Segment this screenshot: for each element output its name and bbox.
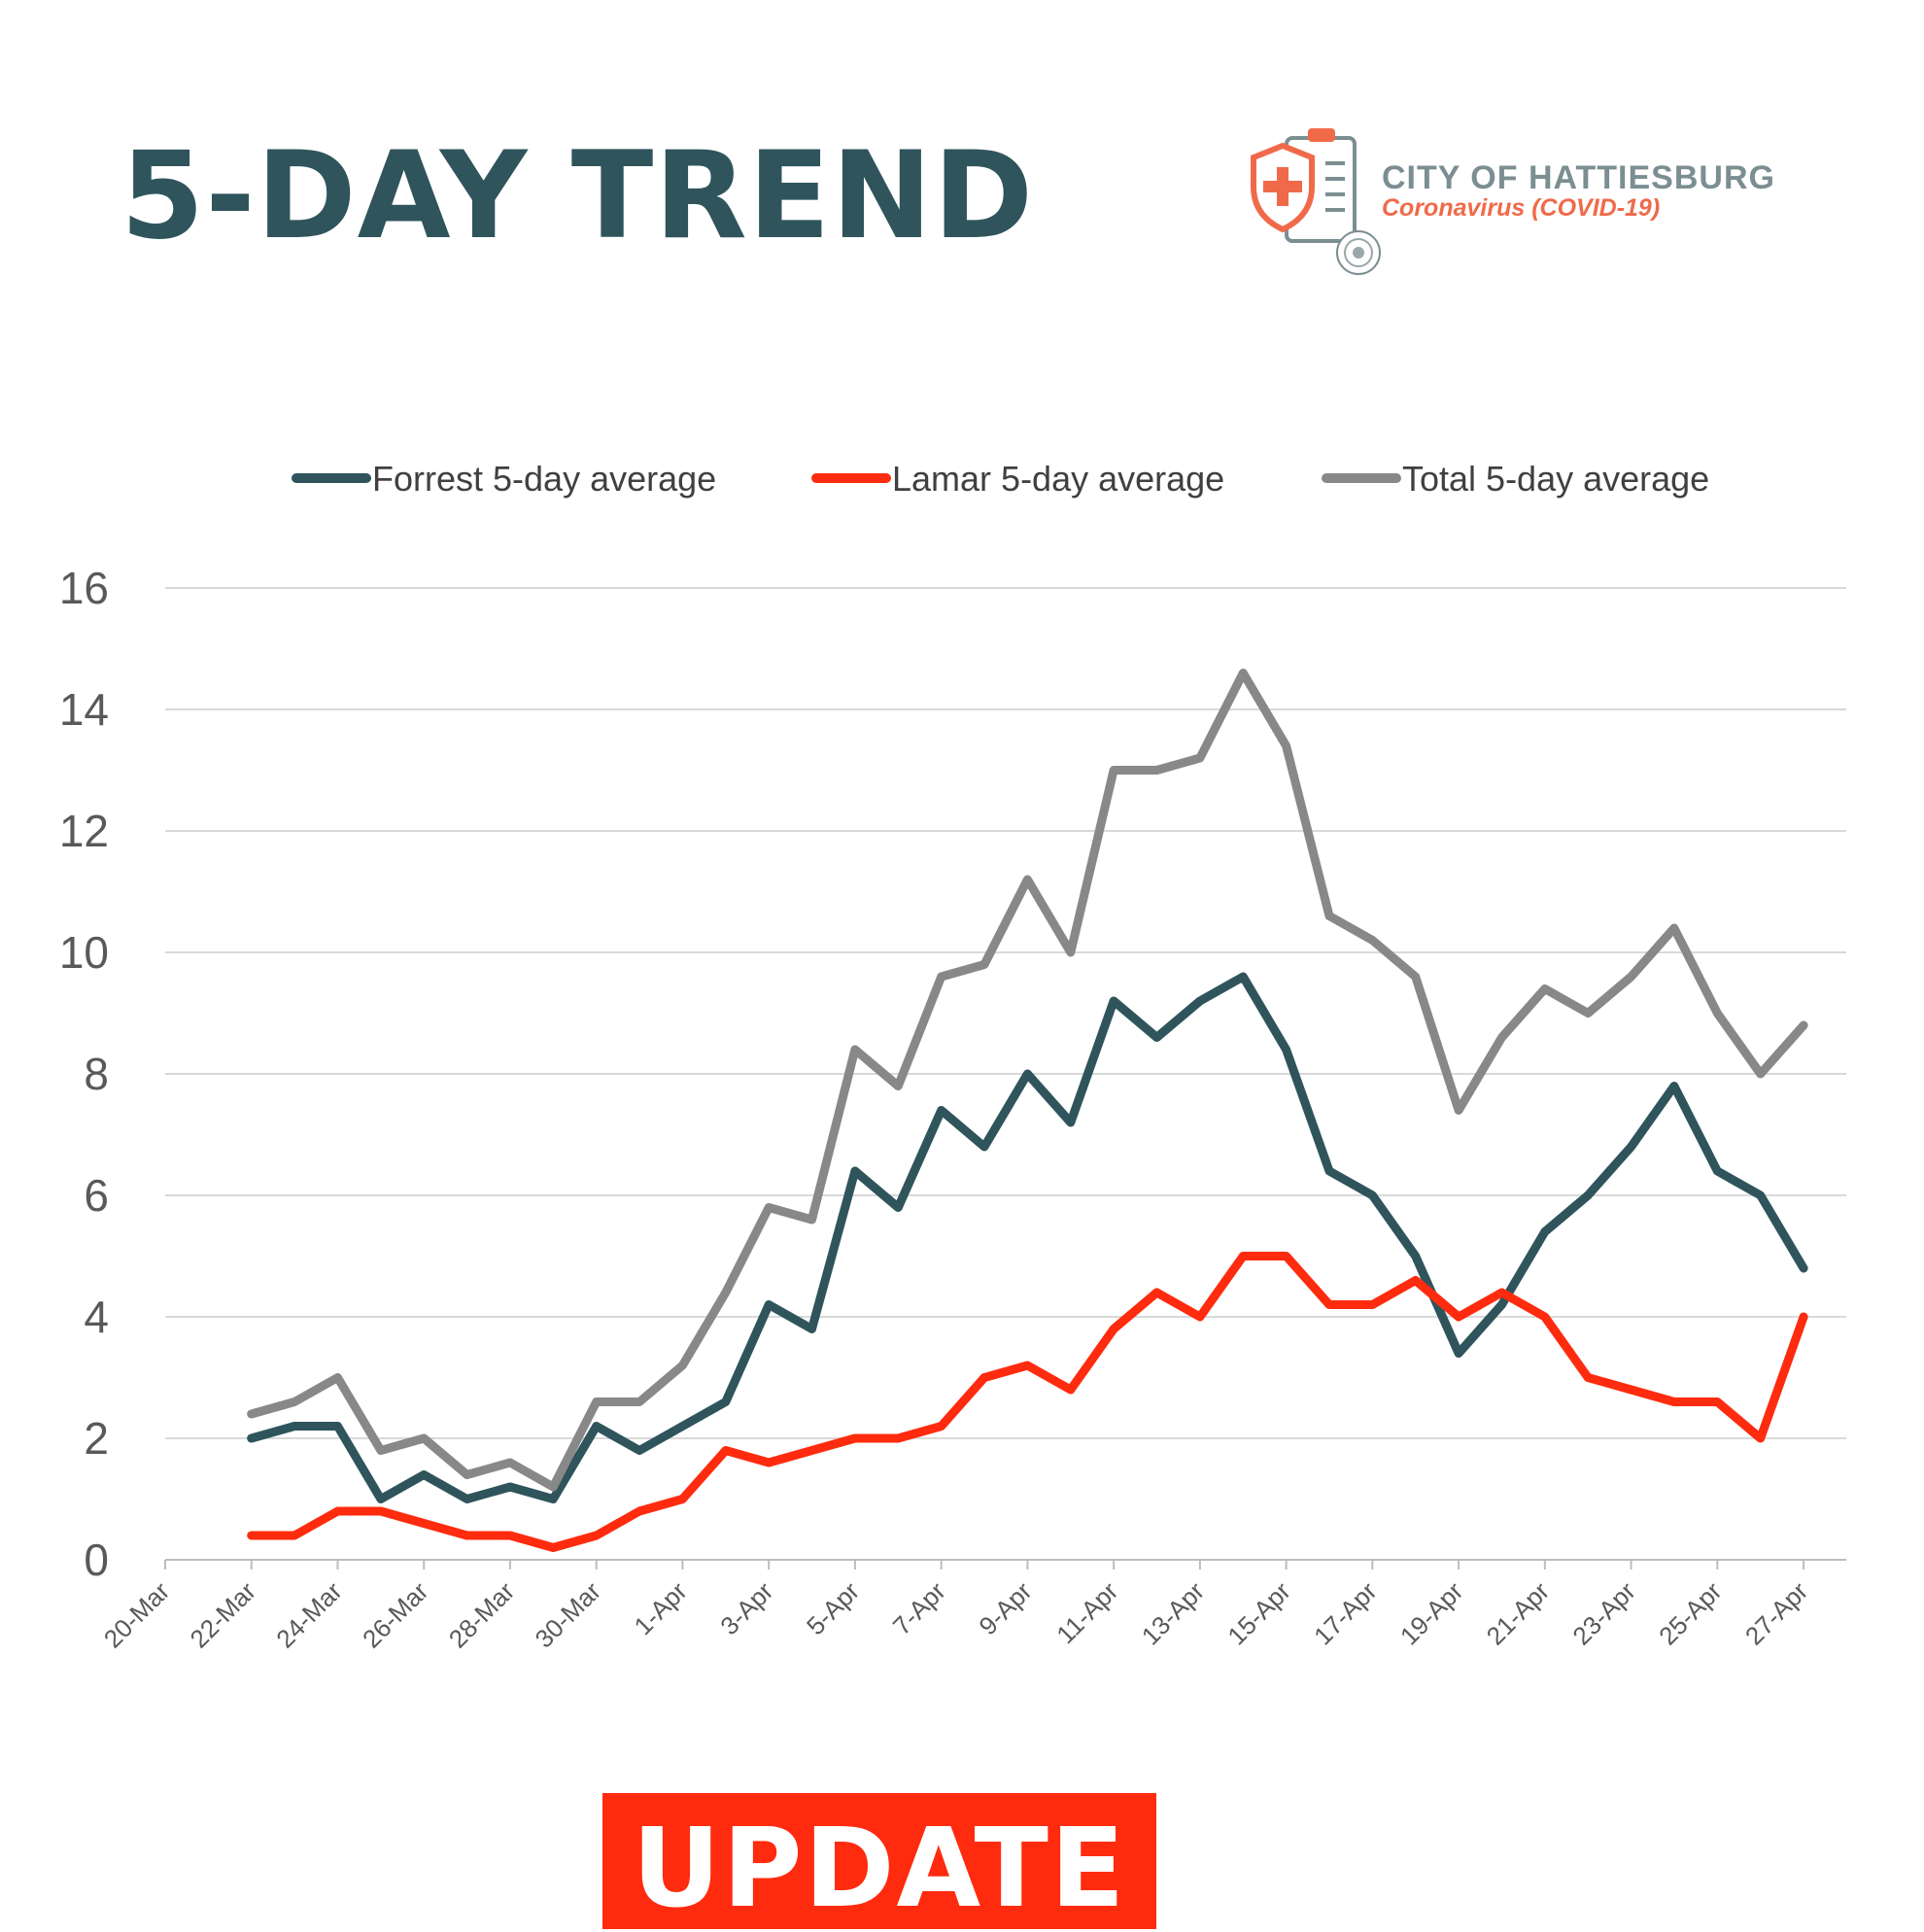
- logo-name: CITY OF HATTIESBURG: [1382, 159, 1775, 196]
- legend-label: Lamar 5-day average: [892, 459, 1224, 499]
- y-axis-ticks: 0 2 4 6 8 10 12 14 16: [59, 563, 109, 1585]
- x-tick-label: 11-Apr: [1050, 1576, 1123, 1649]
- y-tick-label: 10: [59, 927, 109, 978]
- logo-subtitle: Coronavirus (COVID-19): [1382, 194, 1661, 222]
- x-tick-label: 26-Mar: [357, 1576, 434, 1654]
- x-tick-label: 24-Mar: [270, 1576, 348, 1654]
- x-tick-label: 1-Apr: [629, 1576, 693, 1640]
- y-tick-label: 6: [84, 1170, 109, 1221]
- y-tick-label: 8: [84, 1049, 109, 1099]
- y-tick-label: 16: [59, 563, 109, 613]
- update-banner: UPDATE: [602, 1793, 1156, 1929]
- x-tick-label: 27-Apr: [1739, 1576, 1814, 1651]
- update-label: UPDATE: [632, 1806, 1127, 1932]
- x-tick-label: 17-Apr: [1308, 1576, 1383, 1651]
- chart-series: [247, 669, 1808, 1552]
- x-tick-label: 13-Apr: [1136, 1576, 1211, 1651]
- x-tick-label: 30-Mar: [529, 1576, 606, 1654]
- y-tick-label: 14: [59, 684, 109, 735]
- y-tick-label: 12: [59, 806, 109, 856]
- city-logo: CITY OF HATTIESBURG Coronavirus (COVID-1…: [1244, 124, 1788, 280]
- x-tick-label: 23-Apr: [1566, 1576, 1641, 1651]
- legend-label: Total 5-day average: [1402, 459, 1709, 499]
- chart-grid: [165, 587, 1846, 1561]
- y-tick-label: 0: [84, 1535, 109, 1585]
- legend-label: Forrest 5-day average: [372, 459, 716, 499]
- y-tick-label: 2: [84, 1413, 109, 1464]
- x-tick-label: 22-Mar: [185, 1576, 262, 1654]
- series-line-total: [247, 669, 1808, 1492]
- x-tick-label: 15-Apr: [1221, 1576, 1296, 1651]
- y-tick-label: 4: [84, 1292, 109, 1342]
- x-tick-label: 21-Apr: [1481, 1576, 1556, 1651]
- x-tick-label: 3-Apr: [714, 1576, 778, 1640]
- x-tick-label: 7-Apr: [887, 1576, 951, 1640]
- x-tick-label: 28-Mar: [443, 1576, 521, 1654]
- series-line-lamar: [247, 1252, 1808, 1552]
- x-tick-label: 20-Mar: [98, 1576, 176, 1654]
- series-line-forrest: [247, 972, 1808, 1503]
- x-tick-label: 19-Apr: [1394, 1576, 1469, 1651]
- x-tick-label: 25-Apr: [1653, 1576, 1728, 1651]
- x-axis-ticks: 20-Mar 22-Mar 24-Mar 26-Mar 28-Mar 30-Mar 1-Ap…: [98, 1560, 1814, 1653]
- x-tick-label: 5-Apr: [801, 1576, 865, 1640]
- page-title: 5-DAY TREND: [120, 126, 1035, 266]
- x-tick-label: 9-Apr: [973, 1576, 1037, 1640]
- chart-legend: Forrest 5-day average Lamar 5-day average…: [292, 459, 1709, 499]
- trend-chart: Forrest 5-day average Lamar 5-day average…: [59, 459, 1846, 1653]
- shield-cross-clipboard-icon: [1251, 128, 1381, 275]
